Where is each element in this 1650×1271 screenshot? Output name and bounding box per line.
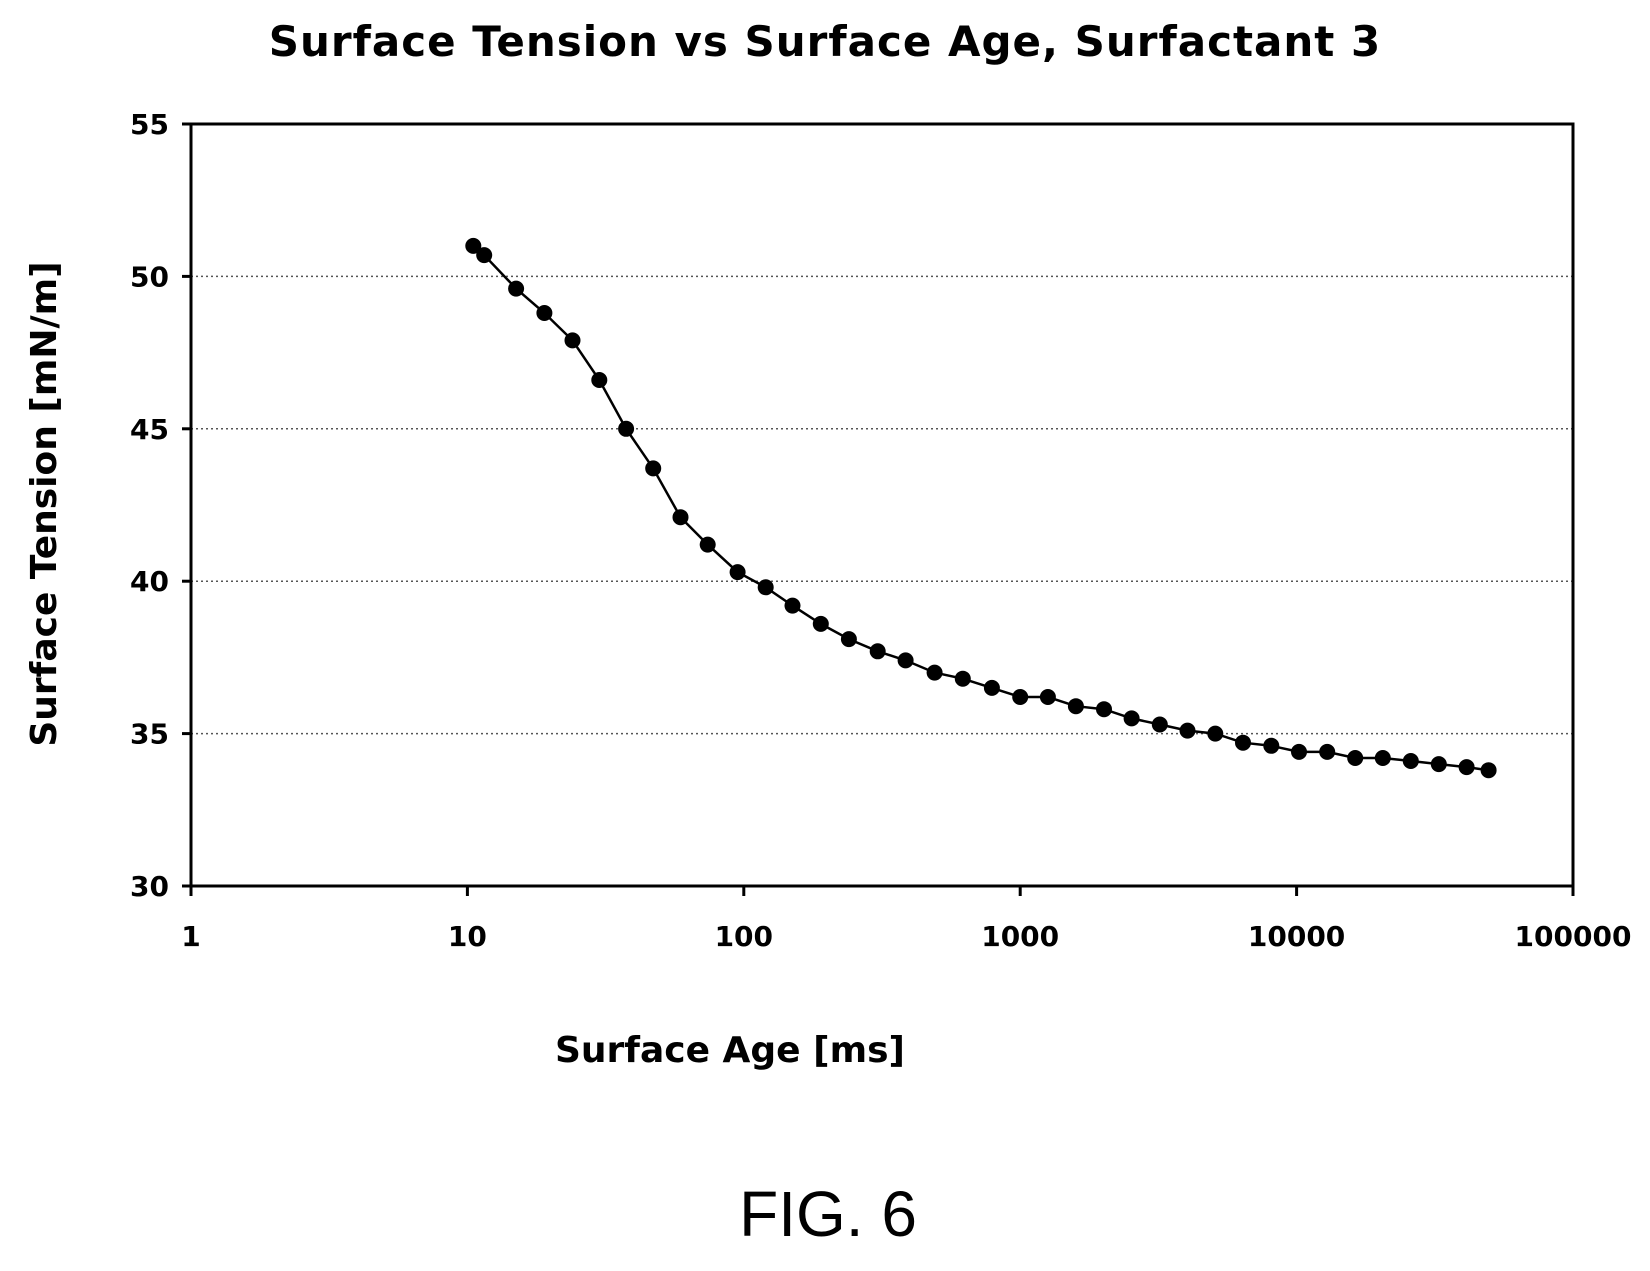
data-point — [591, 372, 608, 388]
data-point — [1480, 762, 1497, 779]
x-tick-label: 1 — [181, 920, 200, 953]
data-point — [1291, 743, 1307, 760]
x-tick-label: 100000 — [1515, 920, 1632, 953]
x-axis-title: Surface Age [ms] — [555, 1030, 905, 1071]
data-point — [729, 564, 746, 581]
data-point — [1374, 750, 1391, 766]
data-point — [1096, 701, 1112, 718]
data-point — [508, 280, 525, 297]
data-point — [812, 615, 829, 632]
figure-caption: FIG. 6 — [739, 1178, 917, 1250]
y-axis: 30 35 40 45 50 55 — [130, 108, 191, 903]
data-point — [1347, 750, 1364, 766]
data-point — [784, 597, 801, 614]
data-point — [1319, 743, 1336, 760]
y-tick-label: 55 — [130, 108, 169, 141]
data-point — [564, 332, 581, 349]
data-point — [1235, 734, 1251, 751]
data-point — [1263, 737, 1280, 754]
grid-lines — [191, 275, 1573, 735]
x-tick-label: 10 — [448, 920, 487, 953]
data-point — [1179, 722, 1196, 739]
data-point — [645, 460, 662, 477]
x-axis: 1 10 100 1000 10000 100000 — [181, 886, 1631, 953]
data-point — [1012, 689, 1029, 705]
data-point — [869, 643, 886, 660]
data-point — [672, 509, 689, 526]
data-point — [954, 670, 971, 687]
data-series — [465, 237, 1497, 779]
y-tick-label: 50 — [130, 260, 169, 293]
data-point — [1039, 689, 1056, 705]
data-point — [465, 237, 482, 254]
data-point — [1151, 716, 1168, 733]
data-point — [618, 420, 635, 437]
data-point — [476, 247, 493, 264]
chart-title: Surface Tension vs Surface Age, Surfacta… — [269, 17, 1381, 66]
data-point — [757, 579, 774, 596]
y-tick-label: 35 — [130, 718, 169, 751]
data-point — [926, 664, 943, 681]
data-point — [699, 536, 716, 553]
y-tick-label: 40 — [130, 565, 169, 598]
data-point — [1067, 698, 1084, 715]
data-point — [1207, 725, 1224, 742]
data-point — [897, 652, 914, 669]
y-tick-label: 45 — [130, 413, 169, 446]
plot-frame — [189, 122, 1575, 888]
x-tick-label: 1000 — [981, 920, 1059, 953]
data-point — [1402, 753, 1419, 769]
data-point — [1123, 710, 1140, 727]
data-point — [1430, 756, 1447, 773]
y-tick-label: 30 — [130, 870, 169, 903]
series-line — [472, 244, 1489, 772]
x-tick-label: 100 — [715, 920, 773, 953]
data-point — [840, 631, 857, 648]
data-point — [536, 305, 553, 321]
data-point — [1458, 759, 1475, 776]
y-axis-title: Surface Tension [mN/m] — [24, 261, 65, 746]
data-point — [983, 679, 1000, 696]
x-tick-label: 10000 — [1248, 920, 1345, 953]
